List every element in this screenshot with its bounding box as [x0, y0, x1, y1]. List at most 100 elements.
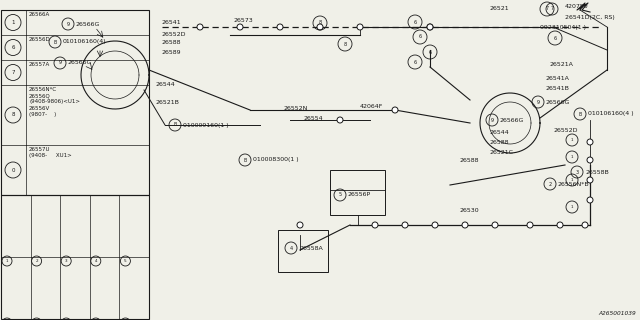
Circle shape [297, 222, 303, 228]
Text: 010008300(1 ): 010008300(1 ) [253, 157, 299, 163]
Text: 010106160(4 ): 010106160(4 ) [588, 111, 634, 116]
Text: 4: 4 [95, 259, 97, 263]
Text: 3: 3 [575, 170, 579, 174]
Circle shape [402, 222, 408, 228]
Text: 26541D(2C, RS): 26541D(2C, RS) [565, 14, 615, 20]
Circle shape [197, 24, 203, 30]
Circle shape [427, 24, 433, 30]
Circle shape [372, 222, 378, 228]
Text: 4: 4 [289, 245, 292, 251]
Text: 6: 6 [419, 35, 422, 39]
Text: 26558B: 26558B [585, 170, 609, 174]
Text: 8: 8 [344, 42, 347, 46]
Text: 1: 1 [571, 205, 573, 209]
Text: B: B [579, 111, 582, 116]
Text: 26556N*B: 26556N*B [558, 181, 589, 187]
Bar [1, 195, 149, 319]
Text: 6: 6 [554, 36, 557, 41]
Text: 26556N*C
26556Q
(9408-9806)<U1>
26556V
(9807-    ): 26556N*C 26556Q (9408-9806)<U1> 26556V (… [29, 87, 80, 117]
Text: 26557U
(9408-     XU1>: 26557U (9408- XU1> [29, 147, 72, 158]
Text: 1: 1 [12, 20, 15, 25]
Text: 26588: 26588 [162, 41, 182, 45]
Text: 3: 3 [65, 259, 67, 263]
Text: 26556P: 26556P [348, 193, 371, 197]
Bar [1, 10, 149, 195]
Circle shape [237, 24, 243, 30]
Circle shape [432, 222, 438, 228]
Circle shape [587, 157, 593, 163]
Bar [278, 230, 328, 272]
Text: 8: 8 [319, 20, 321, 26]
Text: 9: 9 [536, 100, 540, 105]
Bar [330, 170, 385, 215]
Text: 2: 2 [35, 259, 38, 263]
Text: 26541B: 26541B [545, 85, 569, 91]
Text: 26588: 26588 [460, 157, 479, 163]
Text: 8: 8 [12, 113, 15, 117]
Text: 26566G: 26566G [500, 117, 524, 123]
Text: 26588: 26588 [490, 140, 509, 145]
Text: 26557A: 26557A [29, 62, 51, 67]
Text: 420750: 420750 [565, 4, 589, 10]
Text: 26573: 26573 [233, 18, 253, 22]
Text: 9: 9 [67, 21, 70, 27]
Text: 26589: 26589 [162, 50, 182, 54]
Text: 010106160(4): 010106160(4) [63, 39, 107, 44]
Text: 26552D: 26552D [162, 31, 186, 36]
Circle shape [527, 222, 533, 228]
Text: 2: 2 [548, 181, 552, 187]
Text: A265001039: A265001039 [598, 311, 636, 316]
Circle shape [317, 24, 323, 30]
Circle shape [392, 107, 398, 113]
Text: 26541: 26541 [162, 20, 182, 25]
Text: 7: 7 [550, 6, 554, 12]
Text: 26566G: 26566G [546, 100, 570, 105]
Text: 9: 9 [58, 60, 61, 66]
Text: B: B [173, 123, 177, 127]
Circle shape [427, 24, 433, 30]
Circle shape [557, 222, 563, 228]
Text: 1: 1 [571, 138, 573, 142]
Circle shape [492, 222, 498, 228]
Text: 26566G: 26566G [68, 60, 92, 66]
Text: 6: 6 [413, 60, 417, 65]
Text: 6: 6 [12, 45, 15, 50]
Circle shape [587, 197, 593, 203]
Text: 9: 9 [490, 117, 493, 123]
Circle shape [337, 117, 343, 123]
Text: 092310504(1 ): 092310504(1 ) [540, 26, 586, 30]
Circle shape [277, 24, 283, 30]
Text: 26566A: 26566A [29, 12, 51, 17]
Text: 5: 5 [339, 193, 342, 197]
Text: 7: 7 [12, 70, 15, 75]
Circle shape [587, 139, 593, 145]
Text: 26566G: 26566G [76, 21, 100, 27]
Circle shape [587, 177, 593, 183]
Text: 1: 1 [571, 155, 573, 159]
Text: 26554: 26554 [304, 116, 324, 121]
Text: 26521: 26521 [489, 6, 509, 12]
Text: 42064F: 42064F [360, 105, 383, 109]
Text: 26521B: 26521B [155, 100, 179, 106]
Text: 7: 7 [545, 6, 548, 12]
Text: 26544: 26544 [490, 130, 509, 134]
Circle shape [357, 24, 363, 30]
Text: 0: 0 [12, 167, 15, 172]
Circle shape [462, 222, 468, 228]
Text: 1: 1 [571, 178, 573, 182]
Text: B: B [53, 39, 56, 44]
Text: 26556D: 26556D [29, 37, 51, 42]
Text: 26521C: 26521C [490, 149, 514, 155]
Text: 26552D: 26552D [553, 127, 577, 132]
Text: 010009160(1 ): 010009160(1 ) [183, 123, 228, 127]
Text: 26544: 26544 [155, 83, 175, 87]
Text: 26530: 26530 [460, 207, 479, 212]
Text: 5: 5 [124, 259, 127, 263]
Text: 6: 6 [428, 50, 431, 54]
Text: 1: 1 [6, 259, 8, 263]
Text: 26541A: 26541A [545, 76, 569, 81]
Text: B: B [243, 157, 246, 163]
Text: 26552N: 26552N [284, 106, 308, 110]
Text: 26521A: 26521A [550, 62, 574, 68]
Circle shape [582, 222, 588, 228]
